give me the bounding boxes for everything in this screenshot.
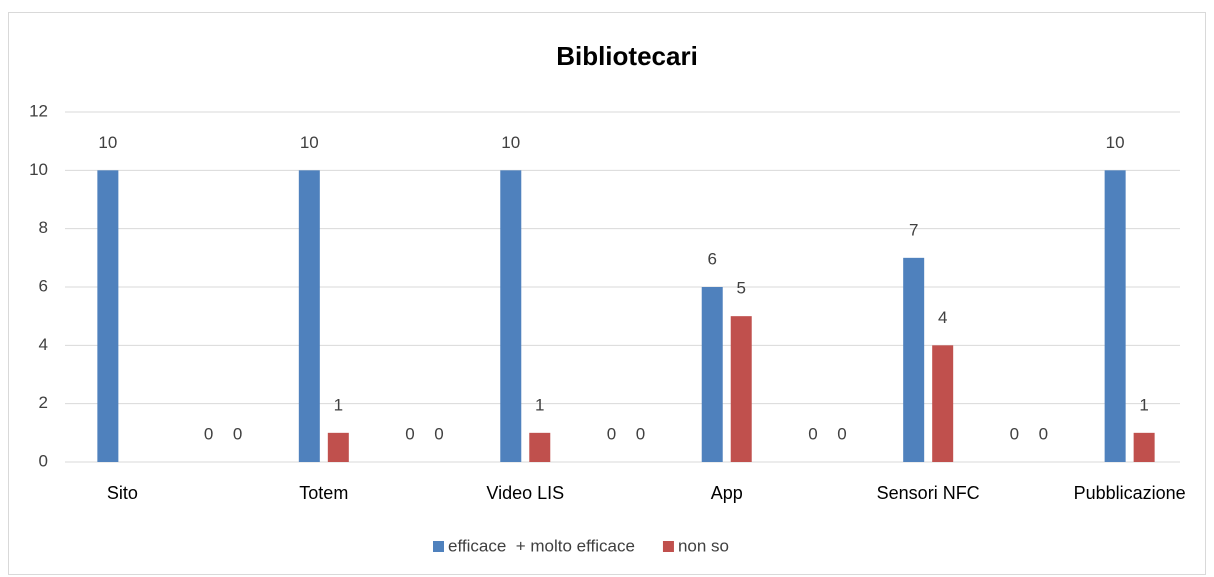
x-tick-label: Totem <box>299 483 348 503</box>
chart-frame <box>8 12 1206 575</box>
legend-label: efficace + molto efficace <box>448 536 635 555</box>
data-label: 4 <box>938 308 947 327</box>
bar <box>298 170 320 463</box>
x-tick-label: Sito <box>107 483 138 503</box>
bar <box>903 257 925 462</box>
data-label: 0 <box>233 424 242 443</box>
bar <box>701 287 723 462</box>
x-tick-label: App <box>711 483 743 503</box>
y-tick-label: 10 <box>29 160 48 179</box>
bar <box>529 432 551 462</box>
bar <box>1133 432 1155 462</box>
y-tick-label: 2 <box>39 393 48 412</box>
bar <box>1104 170 1126 463</box>
data-label: 0 <box>636 424 645 443</box>
y-tick-label: 0 <box>39 451 48 470</box>
legend-swatch <box>433 541 444 552</box>
data-label: 0 <box>405 424 414 443</box>
legend-label: non so <box>678 536 729 555</box>
data-label: 5 <box>736 279 745 298</box>
y-tick-label: 12 <box>29 101 48 120</box>
data-label: 0 <box>1039 424 1048 443</box>
y-tick-label: 6 <box>39 276 48 295</box>
bar <box>97 170 119 463</box>
bar <box>730 316 752 462</box>
data-label: 1 <box>334 395 343 414</box>
data-label: 0 <box>837 424 846 443</box>
data-label: 10 <box>501 133 520 152</box>
data-label: 10 <box>300 133 319 152</box>
x-tick-label: Video LIS <box>486 483 564 503</box>
data-label: 6 <box>707 249 716 268</box>
data-label: 0 <box>808 424 817 443</box>
y-tick-label: 4 <box>39 335 48 354</box>
bar <box>932 345 954 462</box>
bar <box>327 432 349 462</box>
y-tick-label: 8 <box>39 218 48 237</box>
data-label: 0 <box>434 424 443 443</box>
legend-swatch <box>662 541 674 552</box>
data-label: 0 <box>607 424 616 443</box>
data-label: 1 <box>1139 395 1148 414</box>
bar <box>500 170 522 463</box>
data-label: 10 <box>1106 133 1125 152</box>
x-tick-label: Pubblicazione <box>1074 483 1186 503</box>
data-label: 0 <box>204 424 213 443</box>
data-label: 7 <box>909 220 918 239</box>
chart-title: Bibliotecari <box>556 41 698 71</box>
data-label: 0 <box>1010 424 1019 443</box>
data-label: 10 <box>98 133 117 152</box>
data-label: 1 <box>535 395 544 414</box>
x-tick-label: Sensori NFC <box>877 483 980 503</box>
